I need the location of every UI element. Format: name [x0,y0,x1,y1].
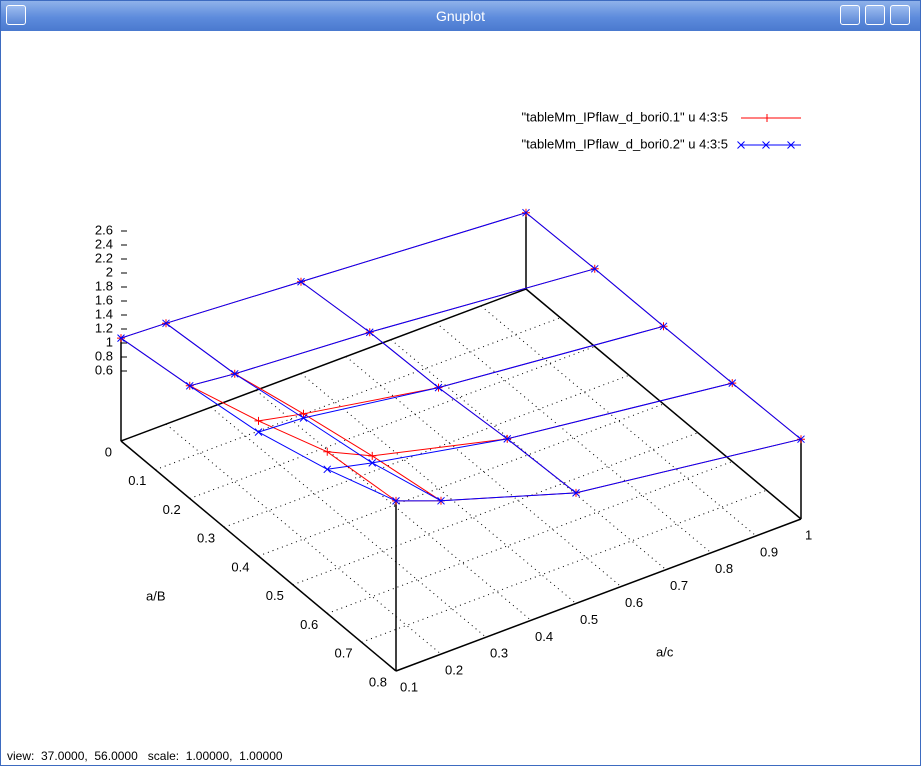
minimize-button[interactable] [840,5,860,25]
grid-line [390,339,667,571]
grid-line [155,317,561,471]
marker [572,488,580,497]
menu-button[interactable] [6,5,26,25]
marker [437,496,445,505]
marker [254,416,263,425]
x-tick-label: 0.6 [625,595,643,610]
x-tick-label: 0.2 [445,663,463,678]
marker [162,319,170,328]
y-tick-label: 0.4 [231,559,249,574]
z-tick-label: 1.6 [95,292,113,307]
z-tick-label: 1.4 [95,306,113,321]
y-tick-label: 0.3 [197,531,215,546]
marker [299,414,308,422]
grid-line [292,432,699,586]
marker [590,264,599,273]
x-tick-label: 1 [805,527,812,542]
marker [434,383,443,392]
plot: 0.1 0.2 0.3 0.4 0.5 0.6 0.7 0.8 0.9 1 0 0.1 0.2 0.3 0.… [95,109,812,694]
marker [522,208,530,217]
marker [323,447,332,456]
marker [365,328,374,337]
z-tick-label: 1.8 [95,278,113,293]
grid-line [327,461,733,614]
maximize-button[interactable] [865,5,885,25]
marker [230,369,239,378]
base-border [525,288,802,520]
z-tick-label: 2.6 [95,222,113,237]
z-tick-label: 0.6 [95,362,113,377]
grid-line [361,489,767,643]
x-tick-label: 0.4 [535,629,553,644]
marker [117,334,125,342]
y-axis-label: a/B [146,588,166,603]
marker [797,435,805,444]
marker [659,322,668,331]
marker [368,451,377,460]
window-title: Gnuplot [435,8,486,24]
legend-label: "tableMm_IPflaw_d_bori0.2" u 4:3:5 [521,136,728,151]
x-tick-label: 0.8 [715,561,733,576]
marker [763,114,771,122]
marker [787,141,795,149]
legend-label: "tableMm_IPflaw_d_bori0.1" u 4:3:5 [521,109,728,124]
z-tick-label: 0.8 [95,348,113,363]
surface-row [327,382,733,457]
x-tick-label: 0.5 [580,612,598,627]
y-tick-label: 0.5 [266,588,284,603]
x-tick-label: 0.1 [400,679,418,694]
x-tick-label: 0.3 [490,646,508,661]
z-tick-label: 2.4 [95,236,113,251]
y-tick-label: 0.8 [369,674,387,689]
surface-row [258,325,664,433]
z-tick-label: 1.2 [95,320,113,335]
status-text: view: 37.0000, 56.0000 scale: 1.00000, 1… [7,749,283,763]
base-border [395,518,802,672]
base-border [120,288,527,442]
marker [254,428,263,436]
x-tick-label: 0.9 [760,544,778,559]
marker [392,497,400,505]
y-tick-label: 0.6 [300,617,318,632]
surface-row [395,438,802,502]
y-tick-label: 0.1 [128,473,146,488]
z-tick-label: 1 [106,334,113,349]
x-axis-label: a/c [656,644,674,659]
marker [368,459,377,467]
marker [299,409,308,418]
grid-line [120,288,527,442]
grid-line [255,389,532,621]
x-tick-label: 0.7 [670,578,688,593]
grid-line [258,403,664,557]
grid-line [300,373,577,604]
marker [185,381,194,390]
surface-row [189,268,595,387]
grid-line [435,322,712,554]
marker [737,141,745,149]
surface-row [120,212,527,339]
y-tick-label: 0.7 [335,646,353,661]
close-button[interactable] [890,5,910,25]
z-tick-label: 2 [106,264,113,279]
marker [323,465,332,474]
title-bar: Gnuplot [1,1,920,31]
marker [503,434,512,443]
grid-line [480,305,757,537]
marker [762,141,770,149]
surface-row [327,382,733,470]
grid-line [395,518,802,672]
grid-line [189,346,595,499]
grid-line [223,374,630,528]
surface-row [395,438,802,502]
surface-row [258,325,664,422]
marker [728,379,737,387]
z-tick-label: 2.2 [95,250,113,265]
marker [297,277,305,286]
y-tick-label: 0 [105,444,112,459]
y-tick-label: 0.2 [163,502,181,517]
